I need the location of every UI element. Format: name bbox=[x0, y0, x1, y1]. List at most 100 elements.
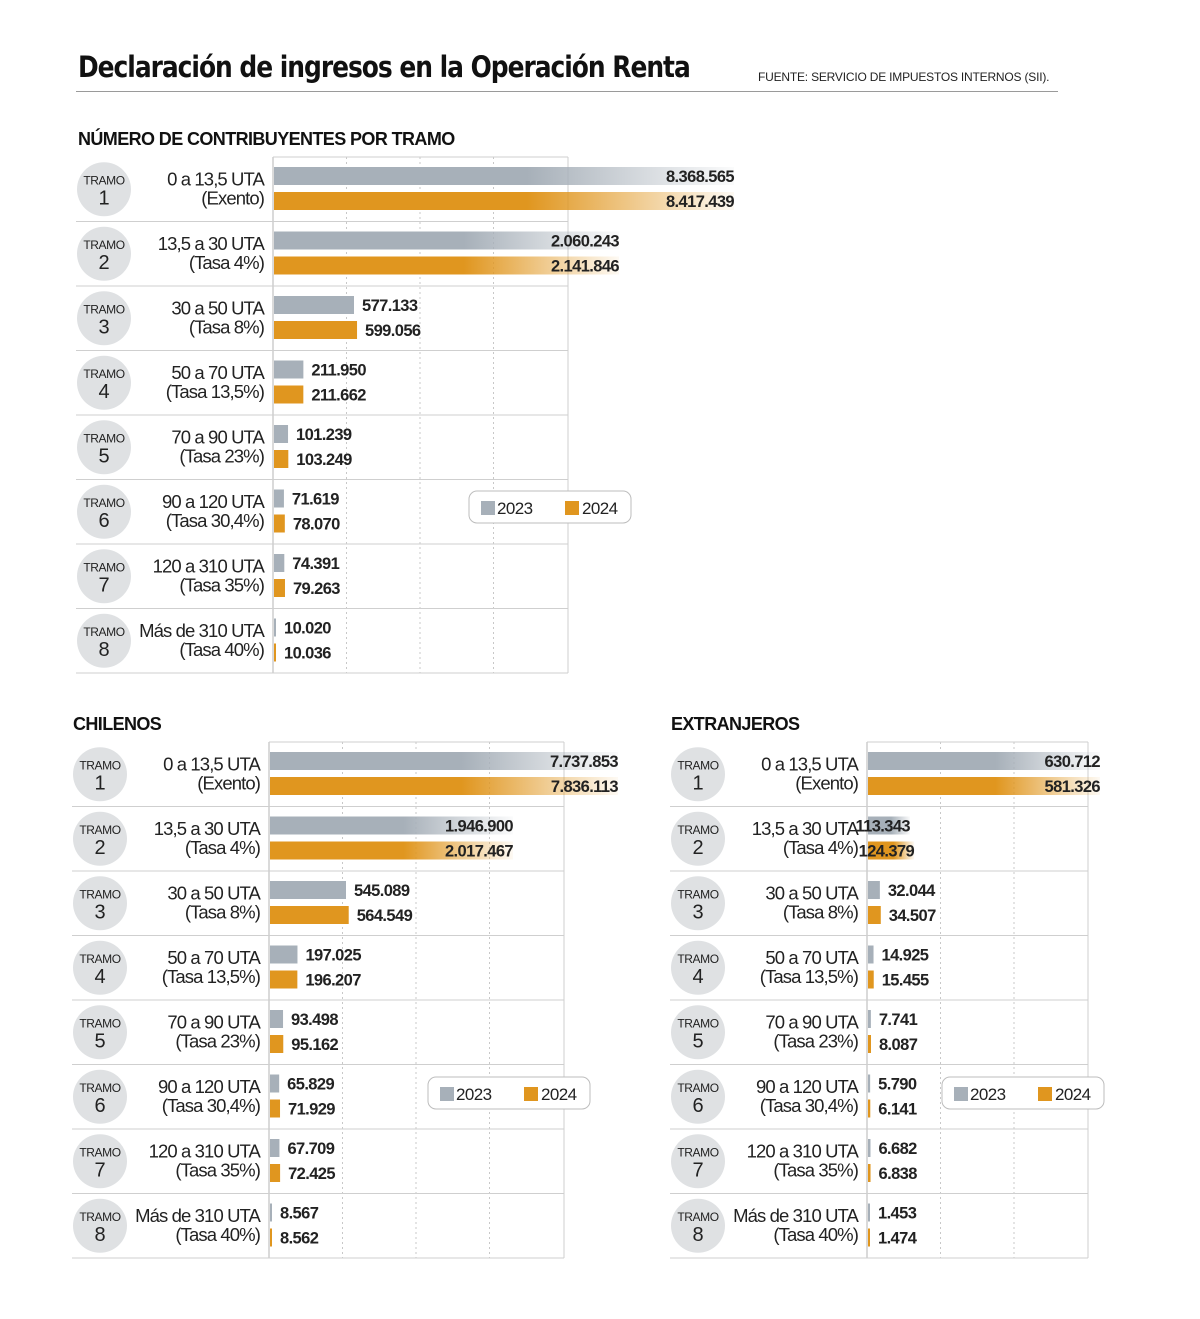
tramo-number: 6 bbox=[98, 510, 109, 532]
tramo-label: TRAMO bbox=[677, 1145, 718, 1159]
legend-swatch-2024 bbox=[1038, 1087, 1052, 1101]
rate-label: (Exento) bbox=[795, 772, 858, 793]
category-label: 50 a 70 UTA bbox=[167, 947, 261, 968]
tramo-number: 1 bbox=[98, 187, 109, 209]
bar-2024 bbox=[868, 906, 881, 924]
tramo-label: TRAMO bbox=[83, 625, 124, 639]
data-label-2024: 581.326 bbox=[1045, 778, 1101, 796]
category-label: 120 a 310 UTA bbox=[153, 555, 266, 576]
bar-2024 bbox=[274, 450, 289, 468]
bar-2023 bbox=[274, 296, 354, 314]
data-label-2023: 67.709 bbox=[287, 1140, 334, 1158]
category-label: 90 a 120 UTA bbox=[756, 1076, 860, 1097]
tramo-circle bbox=[77, 549, 131, 604]
data-label-2024: 8.562 bbox=[280, 1230, 319, 1248]
bar-2024 bbox=[270, 841, 513, 860]
data-label-2024: 95.162 bbox=[291, 1036, 338, 1054]
data-label-2023: 74.391 bbox=[292, 555, 339, 573]
tramo-number: 5 bbox=[94, 1030, 105, 1052]
tramo-number: 7 bbox=[692, 1159, 703, 1181]
data-label-2024: 15.455 bbox=[882, 972, 929, 990]
data-label-2024: 6.141 bbox=[878, 1101, 917, 1119]
data-label-2023: 8.368.565 bbox=[666, 168, 734, 186]
rate-label: (Tasa 30,4%) bbox=[162, 1095, 261, 1116]
tramo-number: 3 bbox=[94, 901, 105, 923]
category-label: Más de 310 UTA bbox=[139, 620, 265, 641]
data-label-2023: 6.682 bbox=[878, 1140, 917, 1158]
bar-2024 bbox=[868, 1035, 871, 1053]
chart-title-extranjeros: EXTRANJEROS bbox=[671, 714, 800, 734]
rate-label: (Tasa 13,5%) bbox=[760, 966, 859, 987]
tramo-circle bbox=[77, 613, 131, 668]
bar-2023 bbox=[868, 1139, 871, 1157]
data-label-2023: 93.498 bbox=[291, 1011, 338, 1029]
bar-2023 bbox=[868, 1203, 870, 1222]
rate-label: (Tasa 35%) bbox=[179, 574, 264, 595]
data-label-2023: 1.946.900 bbox=[445, 818, 513, 836]
bar-2024 bbox=[274, 514, 285, 533]
tramo-label: TRAMO bbox=[677, 1081, 718, 1095]
data-label-2024: 1.474 bbox=[878, 1230, 918, 1248]
data-label-2023: 1.453 bbox=[878, 1205, 917, 1223]
rate-label: (Tasa 40%) bbox=[773, 1224, 858, 1245]
rate-label: (Tasa 4%) bbox=[189, 252, 265, 273]
bar-2024 bbox=[274, 643, 276, 662]
data-label-2024: 6.838 bbox=[879, 1165, 918, 1183]
bar-2024 bbox=[868, 970, 874, 989]
data-label-2023: 577.133 bbox=[362, 297, 418, 315]
data-label-2024: 599.056 bbox=[365, 322, 421, 340]
tramo-circle bbox=[671, 811, 725, 866]
bar-2023 bbox=[270, 1074, 280, 1093]
bar-2024 bbox=[270, 1099, 281, 1118]
tramo-number: 4 bbox=[692, 966, 703, 988]
bar-2024 bbox=[274, 385, 304, 404]
data-label-2023: 545.089 bbox=[354, 882, 410, 900]
bar-2023 bbox=[274, 360, 304, 379]
legend-label-2023: 2023 bbox=[970, 1085, 1006, 1104]
bar-2024 bbox=[868, 777, 1100, 795]
tramo-circle bbox=[671, 876, 725, 931]
rate-label: (Tasa 4%) bbox=[185, 837, 261, 858]
tramo-circle bbox=[73, 940, 127, 995]
rate-label: (Tasa 4%) bbox=[783, 837, 859, 858]
page-title: Declaración de ingresos en la Operación … bbox=[78, 50, 691, 84]
tramo-label: TRAMO bbox=[677, 952, 718, 966]
category-label: 30 a 50 UTA bbox=[171, 297, 265, 318]
data-label-2023: 71.619 bbox=[292, 491, 339, 509]
legend-swatch-2024 bbox=[524, 1087, 538, 1101]
tramo-label: TRAMO bbox=[677, 758, 718, 772]
bar-2024 bbox=[868, 1228, 870, 1247]
data-label-2023: 5.790 bbox=[878, 1076, 917, 1094]
tramo-label: TRAMO bbox=[79, 758, 120, 772]
bar-2023 bbox=[270, 881, 346, 899]
data-label-2024: 78.070 bbox=[293, 516, 340, 534]
bar-2024 bbox=[270, 1035, 284, 1053]
data-label-2024: 124.379 bbox=[859, 843, 915, 861]
rate-label: (Tasa 35%) bbox=[175, 1159, 260, 1180]
bar-2023 bbox=[270, 945, 298, 964]
rate-label: (Tasa 23%) bbox=[175, 1030, 260, 1051]
legend-swatch-2023 bbox=[954, 1087, 968, 1101]
rate-label: (Tasa 35%) bbox=[773, 1159, 858, 1180]
tramo-label: TRAMO bbox=[83, 302, 124, 316]
tramo-number: 4 bbox=[98, 381, 109, 403]
header-rule bbox=[76, 91, 1058, 92]
bar-2024 bbox=[274, 192, 734, 210]
data-label-2024: 72.425 bbox=[288, 1165, 335, 1183]
data-label-2024: 8.087 bbox=[879, 1036, 918, 1054]
bar-2024 bbox=[868, 841, 915, 860]
tramo-circle bbox=[671, 940, 725, 995]
rate-label: (Tasa 8%) bbox=[185, 901, 261, 922]
rate-label: (Exento) bbox=[201, 187, 264, 208]
data-label-2023: 211.950 bbox=[311, 362, 366, 380]
tramo-circle bbox=[77, 226, 131, 281]
data-label-2023: 14.925 bbox=[882, 947, 929, 965]
bar-2023 bbox=[274, 554, 285, 572]
tramo-number: 2 bbox=[94, 837, 105, 859]
data-label-2024: 10.036 bbox=[284, 645, 331, 663]
category-label: 13,5 a 30 UTA bbox=[154, 818, 262, 839]
tramo-circle bbox=[73, 1005, 127, 1060]
bar-2024 bbox=[868, 1099, 871, 1118]
